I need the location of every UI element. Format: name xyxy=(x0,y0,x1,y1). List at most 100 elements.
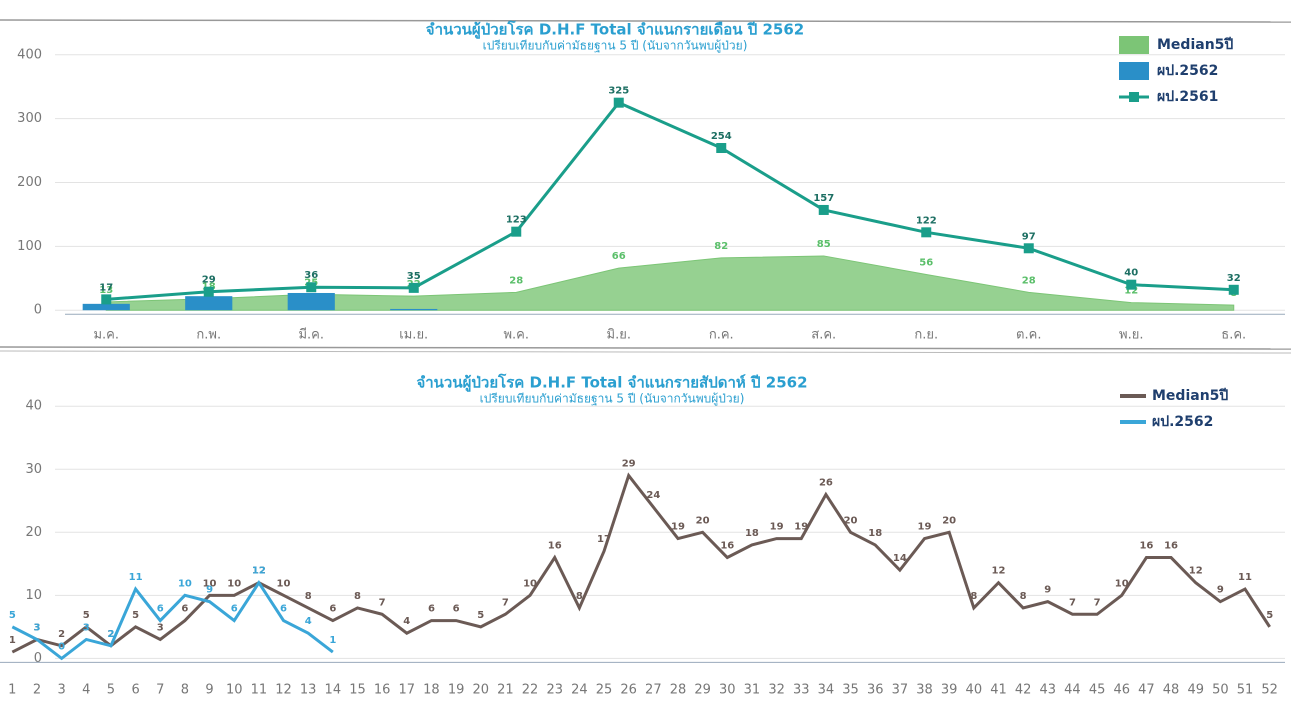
x-tick-label: 9 xyxy=(205,683,213,698)
x-tick-label: 14 xyxy=(325,683,342,698)
x-tick-label: 31 xyxy=(744,683,761,698)
x-tick-label: พ.ค. xyxy=(503,328,529,343)
data-label: 17 xyxy=(99,282,113,293)
data-label: 4 xyxy=(305,616,312,627)
y-tick-label: 30 xyxy=(25,462,42,477)
data-label: 5 xyxy=(477,610,484,621)
marker xyxy=(203,286,214,297)
x-tick-label: 47 xyxy=(1138,683,1155,698)
data-label: 32 xyxy=(1227,273,1241,284)
x-tick-label: 48 xyxy=(1163,683,1180,698)
data-label: 14 xyxy=(893,553,907,564)
x-tick-label: 34 xyxy=(818,683,835,698)
x-tick-label: ก.พ. xyxy=(196,328,221,343)
data-label: 12 xyxy=(252,566,266,577)
data-label: 19 xyxy=(794,522,808,533)
data-label: 7 xyxy=(379,597,386,608)
x-tick-label: 33 xyxy=(793,683,810,698)
x-tick-label: 22 xyxy=(522,683,539,698)
data-label: 9 xyxy=(1044,585,1051,596)
data-label: 10 xyxy=(227,578,241,589)
x-tick-label: 16 xyxy=(374,683,391,698)
marker xyxy=(101,294,112,305)
y-tick-label: 100 xyxy=(17,239,42,254)
data-label: 8 xyxy=(305,591,312,602)
series-line xyxy=(11,472,1271,654)
data-label: 157 xyxy=(813,193,834,204)
legend-label: ผป.2562 xyxy=(1152,414,1213,430)
x-tick-label: 6 xyxy=(131,683,139,698)
data-label: 1 xyxy=(9,635,16,646)
x-tick-label: 44 xyxy=(1064,683,1081,698)
data-label: 20 xyxy=(942,515,956,526)
data-label: 36 xyxy=(304,270,318,281)
x-tick-label: พ.ย. xyxy=(1119,328,1143,343)
divider xyxy=(0,350,1291,354)
data-label: 0 xyxy=(58,641,65,652)
bar xyxy=(390,308,438,311)
data-label: 122 xyxy=(916,215,937,226)
legend-label: ผป.2561 xyxy=(1157,89,1218,105)
x-tick-label: 15 xyxy=(349,683,366,698)
y-tick-label: 0 xyxy=(34,651,42,666)
data-label: 35 xyxy=(407,271,421,282)
data-label: 10 xyxy=(277,578,291,589)
data-label: 10 xyxy=(1115,578,1129,589)
x-tick-label: 11 xyxy=(251,683,268,698)
x-tick-label: 37 xyxy=(892,683,909,698)
data-label: 29 xyxy=(622,459,636,470)
data-label: 28 xyxy=(509,275,523,286)
data-label: 82 xyxy=(714,241,728,252)
data-label: 18 xyxy=(745,528,759,539)
x-tick-label: 32 xyxy=(768,683,785,698)
data-label: 2 xyxy=(107,629,114,640)
data-label: 29 xyxy=(202,275,216,286)
marker xyxy=(408,282,419,293)
data-label: 19 xyxy=(918,522,932,533)
x-tick-label: 51 xyxy=(1237,683,1254,698)
data-label: 40 xyxy=(1124,268,1138,279)
x-tick-label: 41 xyxy=(990,683,1007,698)
x-tick-label: 24 xyxy=(571,683,588,698)
x-tick-label: 36 xyxy=(867,683,884,698)
x-tick-label: 19 xyxy=(448,683,465,698)
data-label: 13 xyxy=(99,285,113,296)
data-label: 5 xyxy=(83,610,90,621)
data-label: 8 xyxy=(970,591,977,602)
data-label: 3 xyxy=(157,622,164,633)
data-label: 17 xyxy=(597,534,611,545)
data-label: 6 xyxy=(157,604,164,615)
y-tick-label: 20 xyxy=(25,525,42,540)
marker xyxy=(921,227,932,238)
legend-swatch xyxy=(1119,36,1149,54)
x-tick-label: ก.ค. xyxy=(709,328,734,343)
x-tick-label: 17 xyxy=(399,683,416,698)
marker xyxy=(511,226,522,237)
data-label: 10 xyxy=(203,578,217,589)
data-label: 5 xyxy=(132,610,139,621)
x-tick-label: ก.ย. xyxy=(914,328,938,343)
data-label: 97 xyxy=(1022,231,1036,242)
data-label: 6 xyxy=(231,604,238,615)
data-label: 10 xyxy=(178,578,192,589)
median-area xyxy=(105,255,1235,311)
data-label: 16 xyxy=(548,541,562,552)
data-label: 12 xyxy=(1124,286,1138,297)
x-tick-label: 52 xyxy=(1261,683,1278,698)
x-tick-label: 35 xyxy=(842,683,859,698)
x-tick-label: 28 xyxy=(670,683,687,698)
data-label: 325 xyxy=(608,86,629,97)
legend-label: Median5ปี xyxy=(1152,388,1228,404)
x-tick-label: 42 xyxy=(1015,683,1032,698)
x-tick-label: มิ.ย. xyxy=(607,328,631,343)
x-tick-label: 7 xyxy=(156,683,164,698)
data-label: 3 xyxy=(33,622,40,633)
divider xyxy=(0,346,1291,350)
data-label: 6 xyxy=(453,604,460,615)
x-tick-label: 1 xyxy=(8,683,16,698)
x-tick-label: 45 xyxy=(1089,683,1106,698)
marker xyxy=(613,97,624,108)
frame-line xyxy=(0,19,1291,23)
marker xyxy=(1023,243,1034,254)
series-line xyxy=(106,100,1234,301)
